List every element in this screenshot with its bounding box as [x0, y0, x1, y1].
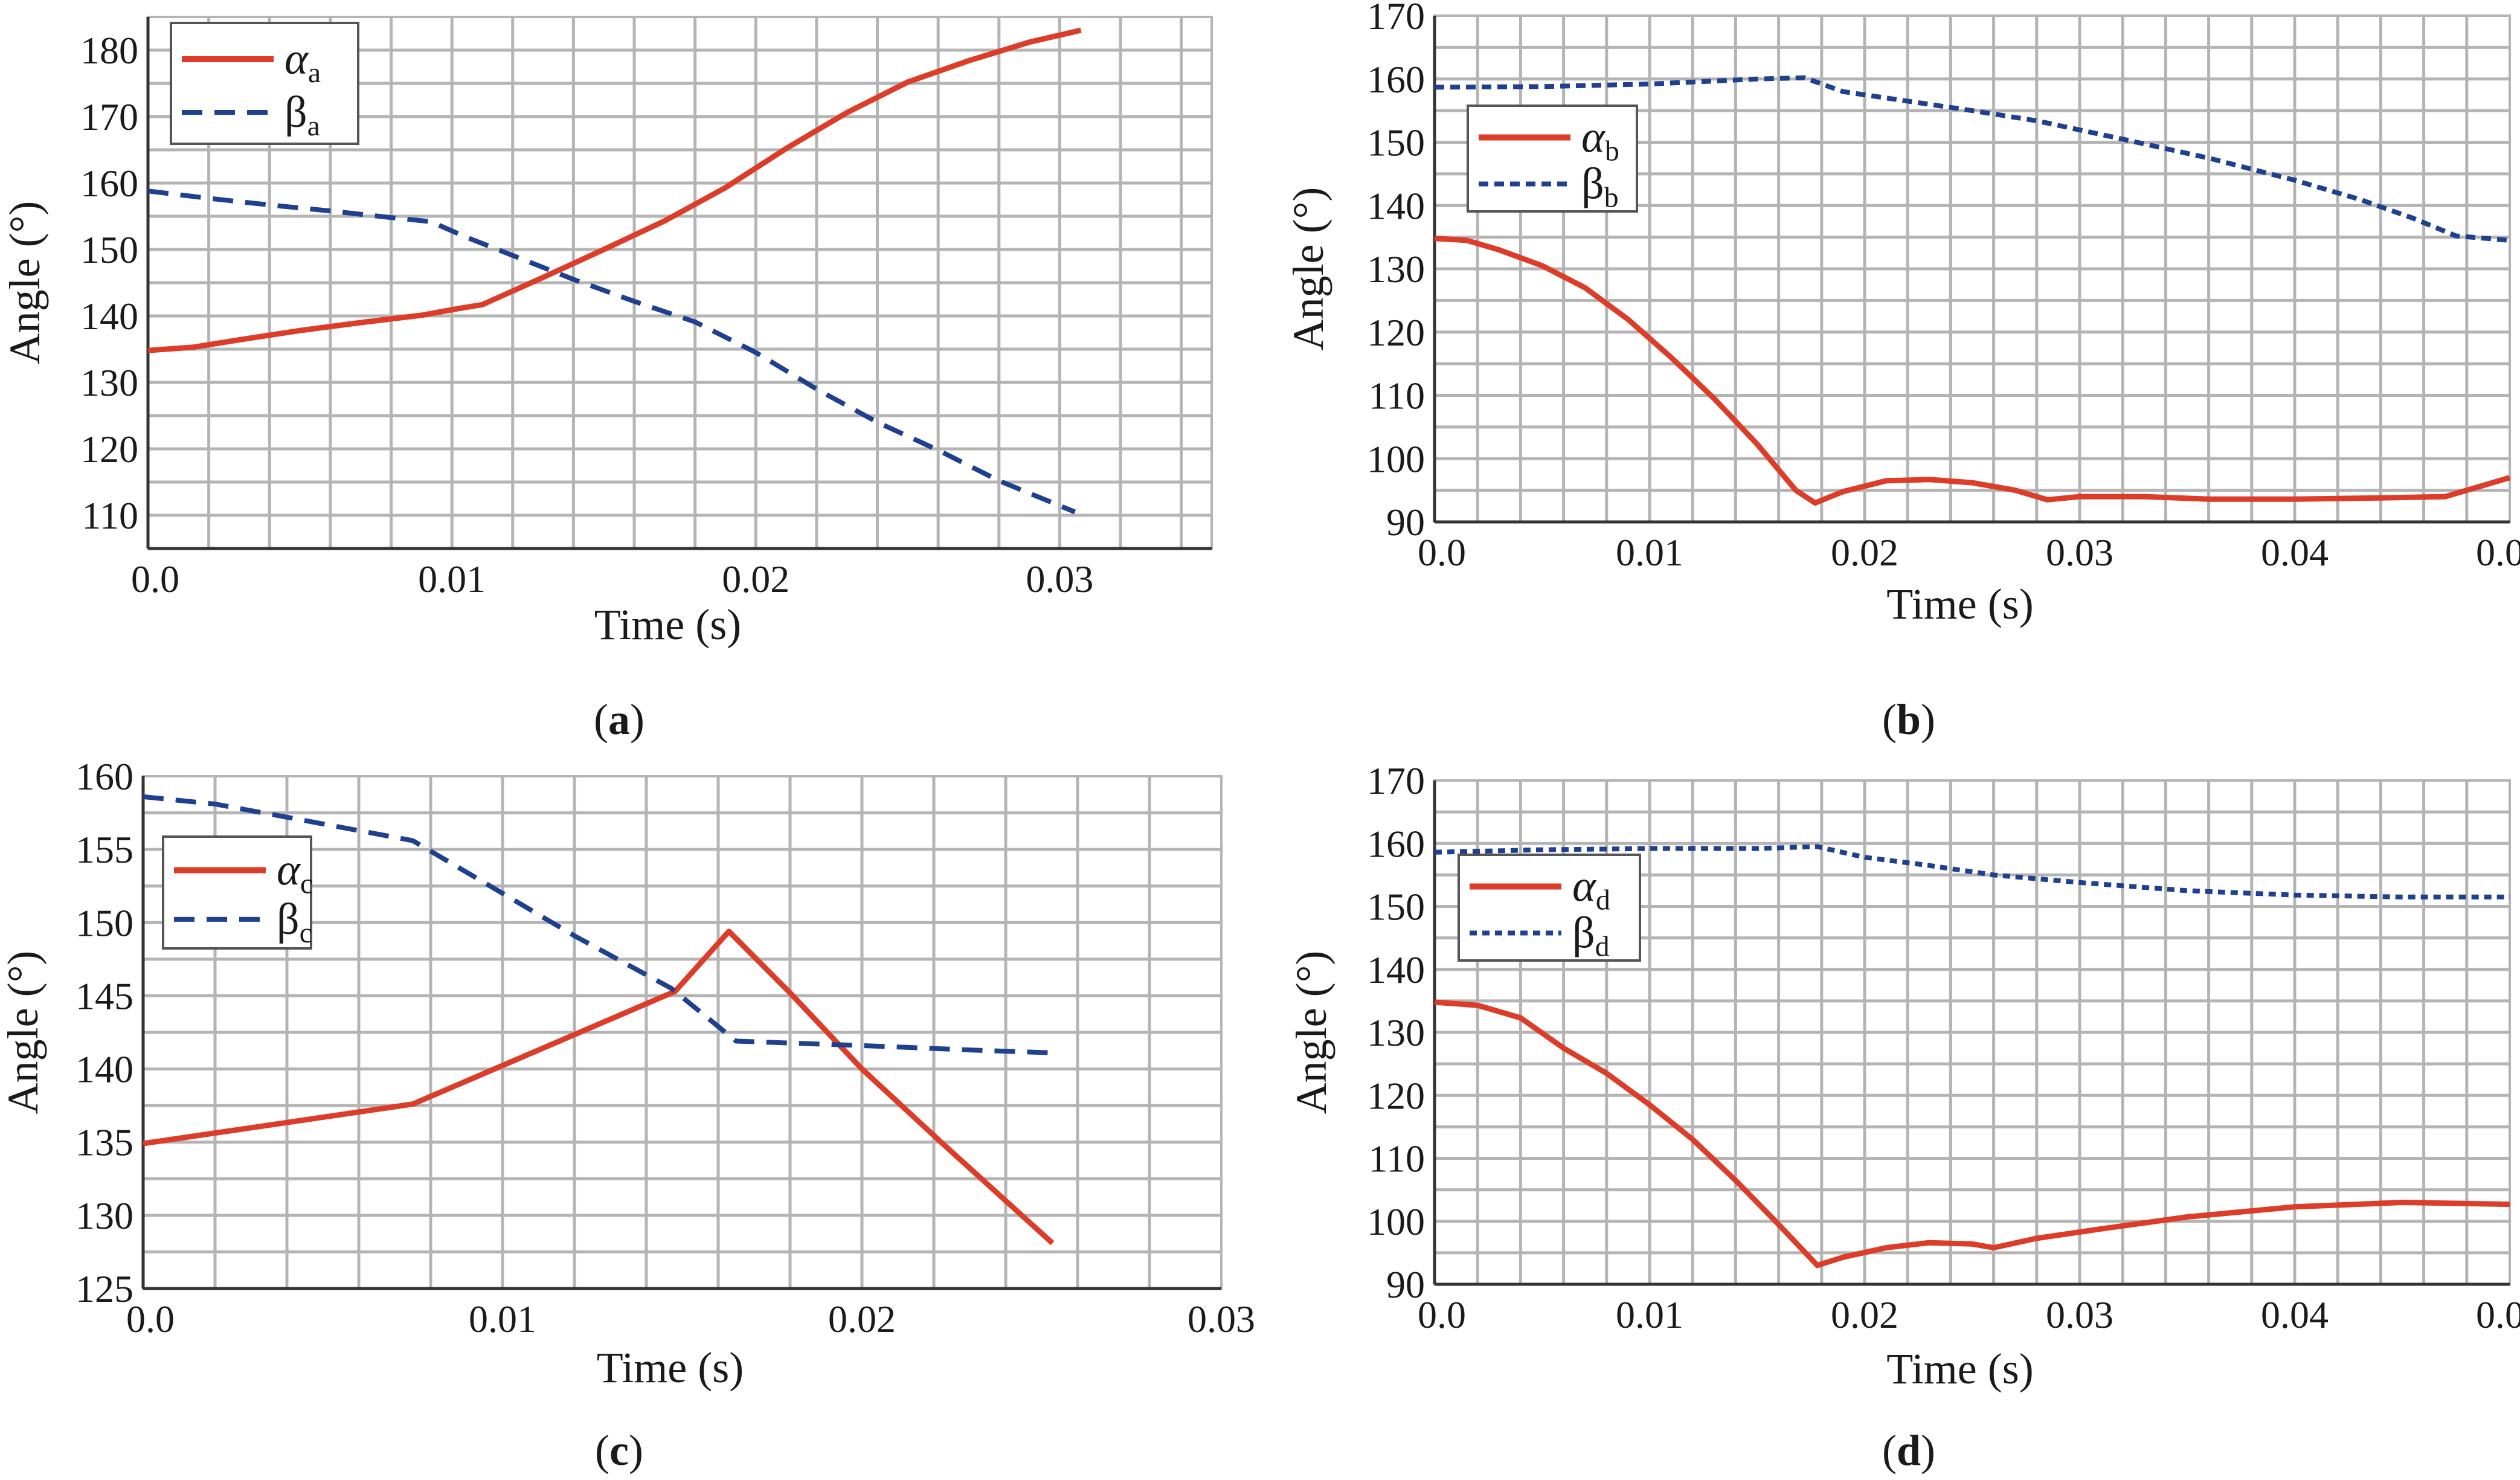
x-tick-label: 0.01: [418, 558, 486, 600]
series-line-alpha-c: [143, 928, 1055, 1246]
y-tick-label: 130: [1367, 1011, 1425, 1054]
legend-box: [162, 835, 312, 950]
y-tick-label: 160: [1367, 822, 1425, 865]
panel-label: (b): [1882, 695, 1935, 744]
legend-box: [170, 22, 359, 145]
legend-label: αd: [1572, 862, 1610, 916]
x-tick-label: 0.02: [1831, 1293, 1898, 1336]
y-axis-label: Angle (°): [0, 951, 47, 1115]
x-tick-label: 0.02: [828, 1298, 896, 1340]
legend-box: [1467, 105, 1638, 213]
x-tick-label: 0.0: [126, 1298, 175, 1340]
y-tick-label: 100: [1367, 1200, 1425, 1243]
panel-label: (a): [594, 695, 644, 744]
y-tick-label: 150: [76, 901, 133, 944]
y-tick-label: 120: [1367, 311, 1425, 354]
y-tick-label: 90: [1386, 1263, 1425, 1306]
y-tick-label: 135: [76, 1121, 133, 1164]
x-tick-label: 0.03: [2046, 1293, 2113, 1336]
y-tick-label: 110: [82, 494, 138, 537]
x-tick-label: 0.01: [1616, 531, 1683, 574]
y-tick-label: 170: [1367, 0, 1425, 37]
y-axis-label: Angle (°): [1, 201, 49, 365]
x-tick-label: 0.03: [1026, 558, 1093, 600]
y-tick-label: 155: [76, 828, 133, 871]
legend-label: αb: [1581, 113, 1619, 167]
y-tick-label: 120: [1367, 1074, 1425, 1117]
y-tick-label: 100: [1367, 437, 1425, 480]
chart-panel-d: 90 100 110 120 130 140 150 160 170 0.0 0.01 0.02 0.0…: [1287, 759, 2520, 1475]
y-tick-label: 130: [80, 361, 138, 404]
y-tick-label: 160: [80, 162, 138, 205]
x-tick-label: 0.01: [469, 1298, 536, 1340]
y-tick-label: 150: [80, 228, 138, 271]
y-tick-label: 150: [1367, 121, 1425, 164]
y-tick-label: 140: [80, 295, 138, 338]
chart-panel-a: 110 120 130 140 150 160 170 180 0.0 0.01 0.02 0.03 T…: [1, 16, 1213, 744]
series-line-alpha-d: [1434, 999, 2510, 1269]
x-axis-label: Time (s): [1886, 580, 2033, 628]
legend-label: βb: [1581, 159, 1619, 214]
chart-panel-c: 125 130 135 140 145 150 155 160 0.0 0.01 0.02 0.03 T…: [0, 755, 1255, 1475]
x-axis-label: Time (s): [1886, 1345, 2033, 1393]
panel-label: (c): [595, 1426, 643, 1475]
y-tick-label: 125: [76, 1267, 133, 1310]
y-tick-label: 145: [76, 974, 133, 1017]
y-tick-label: 140: [1367, 184, 1425, 227]
y-tick-label: 140: [1367, 948, 1425, 991]
y-tick-label: 170: [1367, 759, 1425, 802]
x-tick-label: 0.03: [2046, 531, 2113, 574]
y-tick-label: 160: [76, 755, 133, 798]
x-tick-label: 0.04: [2261, 1293, 2329, 1336]
y-axis-label: Angle (°): [1287, 951, 1336, 1115]
panel-label: (d): [1882, 1426, 1935, 1475]
y-tick-label: 170: [80, 95, 138, 138]
x-tick-label: 0.0: [1418, 531, 1466, 574]
x-tick-label: 0.02: [722, 558, 789, 600]
x-tick-label: 0.05: [2476, 531, 2520, 574]
y-tick-label: 130: [1367, 248, 1425, 291]
y-tick-label: 120: [80, 428, 138, 471]
chart-panel-b: 90 100 110 120 130 140 150 160 170 0.0 0.01 0.02 0.0…: [1284, 0, 2520, 744]
x-tick-label: 0.01: [1616, 1293, 1683, 1336]
x-axis-label: Time (s): [594, 600, 741, 649]
series-line-beta-d: [1434, 844, 2510, 899]
series-line-beta-a: [147, 188, 1076, 515]
series-line-beta-c: [143, 794, 1053, 1055]
series-line-alpha-b: [1434, 236, 2511, 506]
x-tick-label: 0.04: [2261, 531, 2329, 574]
legend-label: βc: [277, 895, 312, 949]
series-line-beta-b: [1434, 75, 2510, 243]
y-tick-label: 140: [76, 1048, 133, 1091]
x-tick-label: 0.0: [131, 558, 179, 600]
y-axis-label: Angle (°): [1284, 187, 1332, 351]
legend-label: αa: [284, 34, 321, 89]
x-tick-label: 0.03: [1188, 1298, 1255, 1340]
legend-label: βa: [284, 88, 320, 142]
y-tick-label: 150: [1367, 886, 1425, 928]
legend-label: βd: [1572, 909, 1610, 963]
x-tick-label: 0.05: [2476, 1293, 2520, 1336]
x-axis-label: Time (s): [597, 1343, 744, 1392]
y-tick-label: 180: [80, 29, 138, 72]
y-tick-label: 110: [1368, 1137, 1425, 1180]
y-tick-label: 160: [1367, 58, 1425, 101]
series-line-alpha-a: [147, 27, 1082, 353]
y-tick-label: 110: [1368, 375, 1425, 417]
y-tick-label: 90: [1386, 501, 1425, 544]
x-tick-label: 0.02: [1831, 531, 1898, 574]
legend-box: [1458, 854, 1641, 962]
y-tick-label: 130: [76, 1194, 133, 1237]
legend-label: αc: [277, 846, 313, 900]
x-tick-label: 0.0: [1418, 1293, 1466, 1336]
